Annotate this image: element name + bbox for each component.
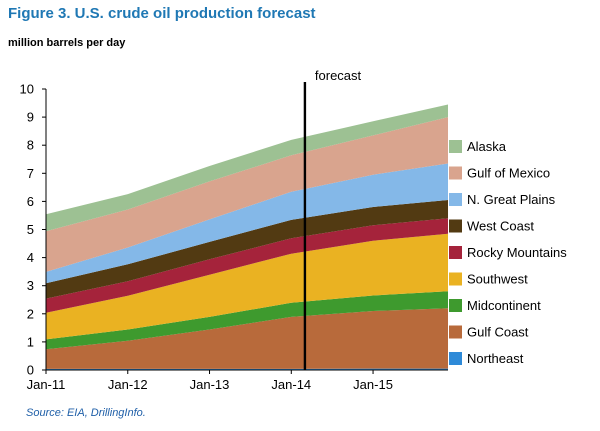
forecast-marker: forecast xyxy=(303,68,362,370)
legend-swatch-rocky-mountains xyxy=(449,246,462,259)
legend-swatch-gulf-coast xyxy=(449,325,462,339)
legend-swatch-southwest xyxy=(449,272,462,286)
legend-label-gulf-of-mexico: Gulf of Mexico xyxy=(467,166,550,181)
legend-label-west-coast: West Coast xyxy=(467,219,534,234)
y-tick-label: 7 xyxy=(27,166,34,181)
legend-swatch-midcontinent xyxy=(449,299,462,312)
legend-swatch-west-coast xyxy=(449,219,462,233)
y-tick-label: 5 xyxy=(27,222,34,237)
y-tick-label: 8 xyxy=(27,138,34,153)
legend-swatch-northeast xyxy=(449,352,462,365)
legend-label-rocky-mountains: Rocky Mountains xyxy=(467,245,567,260)
y-tick-label: 1 xyxy=(27,334,34,349)
y-tick-label: 0 xyxy=(27,363,34,378)
area-alaska xyxy=(46,104,448,232)
area-west-coast xyxy=(46,200,448,299)
legend-label-northeast: Northeast xyxy=(467,351,524,366)
legend-swatch-n-great-plains xyxy=(449,193,462,206)
figure-title: Figure 3. U.S. crude oil production fore… xyxy=(8,5,316,22)
area-gulf-coast xyxy=(46,308,448,369)
x-tick-label: Jan-13 xyxy=(190,377,230,392)
x-tick-label: Jan-15 xyxy=(353,377,393,392)
legend-swatch-alaska xyxy=(449,140,462,153)
legend: Alaska Gulf of Mexico N. Great Plains West … xyxy=(449,139,567,366)
y-tick-label: 4 xyxy=(27,250,34,265)
axes: 0 1 2 3 4 5 6 7 8 9 10 Jan-11 Jan-12 Jan-13 Jan-14 Jan-… xyxy=(20,82,448,392)
y-tick-label: 10 xyxy=(20,82,34,97)
area-n-great-plains xyxy=(46,163,448,284)
area-rocky-mountains xyxy=(46,218,448,313)
area-gulf-of-mexico xyxy=(46,117,448,272)
y-tick-label: 2 xyxy=(27,306,34,321)
area-southwest xyxy=(46,233,448,340)
y-tick-label: 3 xyxy=(27,278,34,293)
y-tick-label: 6 xyxy=(27,194,34,209)
legend-label-gulf-coast: Gulf Coast xyxy=(467,325,529,340)
area-layers xyxy=(46,104,448,370)
legend-label-alaska: Alaska xyxy=(467,139,507,154)
x-tick-label: Jan-11 xyxy=(27,377,66,392)
legend-label-midcontinent: Midcontinent xyxy=(467,298,541,313)
area-midcontinent xyxy=(46,291,448,350)
units-label: million barrels per day xyxy=(8,37,126,49)
source-note: Source: EIA, DrillingInfo. xyxy=(26,407,146,419)
x-tick-label: Jan-14 xyxy=(271,377,311,392)
legend-label-n-great-plains: N. Great Plains xyxy=(467,192,556,207)
y-tick-label: 9 xyxy=(27,110,34,125)
legend-label-southwest: Southwest xyxy=(467,272,528,287)
x-tick-label: Jan-12 xyxy=(108,377,148,392)
forecast-label: forecast xyxy=(315,68,362,83)
legend-swatch-gulf-of-mexico xyxy=(449,166,462,180)
